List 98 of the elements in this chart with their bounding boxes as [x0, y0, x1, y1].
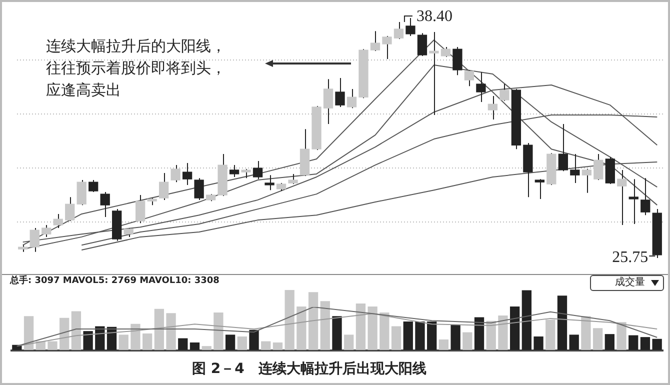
- bar: [308, 292, 318, 350]
- caption: 图 2－4 连续大幅拉升后出现大阳线: [192, 360, 426, 378]
- bar: [356, 303, 366, 350]
- bar: [640, 337, 650, 350]
- candlestick: [406, 18, 416, 37]
- bar: [510, 306, 520, 350]
- candlestick: [170, 164, 180, 183]
- candlestick: [158, 172, 169, 200]
- bar: [118, 334, 128, 350]
- candlestick: [452, 46, 462, 76]
- bar: [546, 320, 556, 350]
- candlestick: [30, 228, 40, 252]
- bar: [60, 318, 70, 350]
- bar: [581, 316, 591, 350]
- bar: [166, 313, 176, 350]
- bar: [178, 338, 188, 350]
- candlestick: [264, 174, 274, 191]
- candlestick: [440, 46, 451, 58]
- bar: [344, 334, 354, 350]
- bar: [48, 341, 58, 350]
- bar: [261, 341, 271, 350]
- candlestick: [394, 21, 404, 40]
- bar: [522, 290, 532, 350]
- bar: [24, 316, 34, 350]
- bar: [368, 306, 378, 350]
- bar: [592, 328, 603, 350]
- candlestick: [417, 32, 428, 56]
- bar: [628, 335, 638, 350]
- bar: [474, 317, 484, 350]
- bar: [486, 320, 496, 350]
- bar: [498, 315, 508, 350]
- bar: [142, 333, 152, 350]
- bar: [237, 336, 247, 350]
- candlestick: [229, 164, 240, 178]
- candlestick: [65, 196, 75, 222]
- bar: [415, 321, 425, 350]
- bar: [214, 312, 224, 350]
- candlestick: [88, 180, 98, 192]
- candlestick: [582, 168, 592, 194]
- bar: [450, 324, 460, 350]
- text: 总手: 3097 MAVOL5: 2769 MAVOL10: 3308: [10, 274, 220, 287]
- bar: [202, 346, 212, 350]
- candlestick: [370, 30, 380, 52]
- candlestick: [617, 169, 627, 226]
- candlestick: [182, 162, 192, 186]
- bar: [391, 326, 402, 350]
- dropdown: 成交量: [590, 275, 664, 291]
- candlestick: [382, 36, 392, 60]
- bar: [652, 338, 662, 350]
- candlestick: [335, 77, 345, 108]
- bar: [332, 316, 342, 350]
- annotation: 25.75: [612, 249, 648, 266]
- candlestick: [476, 72, 486, 103]
- candlestick: [241, 168, 251, 179]
- bar: [380, 312, 390, 350]
- bar: [534, 336, 544, 350]
- candlestick: [252, 160, 263, 180]
- candlestick: [323, 78, 334, 125]
- bar: [130, 324, 140, 350]
- bar: [320, 301, 330, 350]
- candlestick: [42, 224, 52, 238]
- candlestick: [628, 178, 638, 225]
- candlestick: [76, 180, 86, 206]
- bar: [462, 332, 472, 350]
- bar: [249, 330, 259, 350]
- candlestick: [194, 178, 204, 200]
- candlestick: [640, 178, 650, 216]
- annotation: 38.40: [416, 8, 452, 26]
- candlestick: [464, 69, 474, 87]
- bar: [225, 334, 236, 350]
- candlestick: [558, 124, 568, 172]
- candlestick: [136, 194, 146, 224]
- bar: [438, 339, 449, 350]
- candlestick: [429, 32, 439, 116]
- bar: [154, 308, 164, 350]
- candlestick: [100, 191, 110, 218]
- bar: [403, 321, 413, 350]
- bar: [557, 296, 568, 350]
- candlestick: [346, 88, 357, 109]
- candlestick: [488, 95, 498, 120]
- bar: [604, 334, 614, 350]
- candlestick: [53, 213, 63, 229]
- bar: [12, 344, 22, 350]
- bar: [569, 334, 579, 350]
- candlestick: [500, 84, 510, 102]
- bar: [71, 311, 82, 350]
- bar: [272, 342, 283, 350]
- bar: [190, 342, 200, 350]
- bar: [284, 290, 294, 350]
- candlestick: [288, 173, 298, 185]
- bar: [296, 306, 306, 350]
- candlestick: [570, 154, 580, 184]
- annotation: 连续大幅拉升后的大阳线，往往预示着股价即将到头，应逢高卖出: [46, 36, 227, 101]
- candlestick: [594, 154, 604, 181]
- bar: [83, 331, 93, 350]
- bar: [427, 321, 437, 350]
- bar: [616, 322, 626, 350]
- candlestick: [534, 178, 545, 200]
